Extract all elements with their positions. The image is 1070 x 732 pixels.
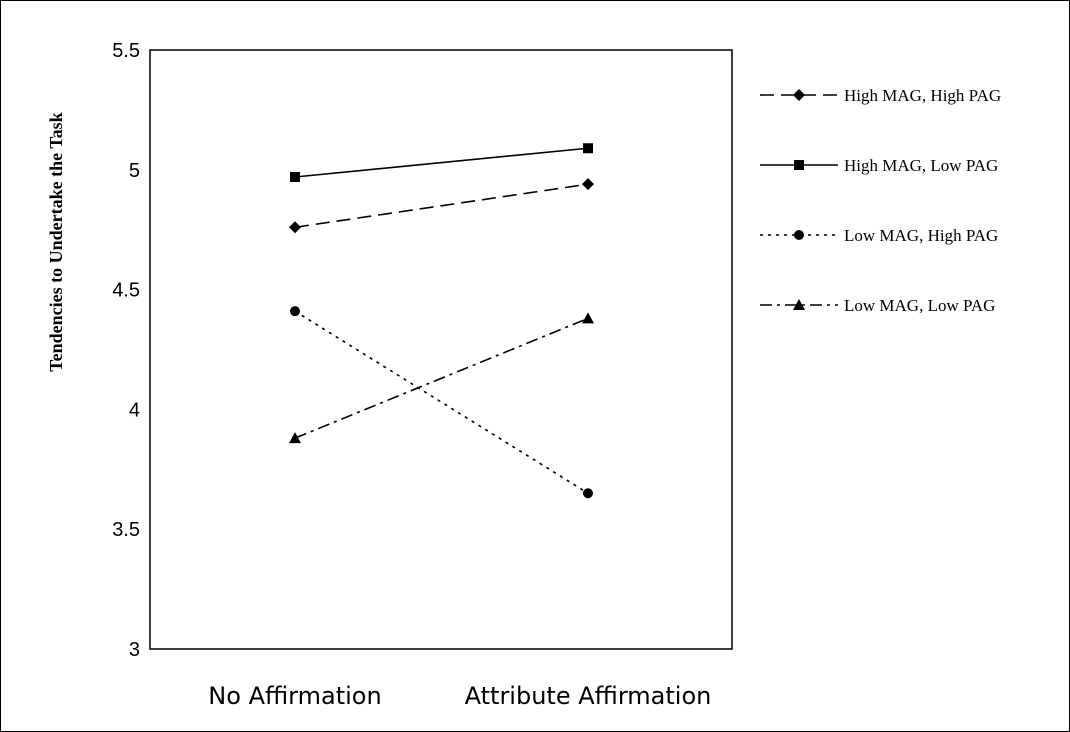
legend-marker-diamond <box>793 89 805 101</box>
data-point-square <box>290 171 300 182</box>
data-point-circle <box>290 306 300 317</box>
legend-item: Low MAG, Low PAG <box>760 296 995 315</box>
series-layer <box>289 143 594 499</box>
data-point-square <box>583 143 593 154</box>
data-point-circle <box>583 488 593 499</box>
data-point-diamond <box>582 178 594 191</box>
legend-marker-square <box>794 160 804 170</box>
data-point-triangle <box>582 312 594 324</box>
legend-label: High MAG, Low PAG <box>844 156 998 175</box>
series-2 <box>290 306 593 499</box>
series-line <box>294 310 589 494</box>
series-line <box>294 317 589 439</box>
x-axis-categories: No Affirmation Attribute Affirmation <box>208 682 711 710</box>
legend-label: Low MAG, High PAG <box>844 226 998 245</box>
y-tick-label: 5.5 <box>112 40 140 62</box>
series-0 <box>289 178 594 234</box>
legend-item: High MAG, Low PAG <box>760 156 998 175</box>
y-tick-label: 3.5 <box>112 519 140 541</box>
y-tick-label: 4.5 <box>112 280 140 302</box>
series-line <box>294 147 589 178</box>
legend: High MAG, High PAG High MAG, Low PAG Low M… <box>760 86 1001 315</box>
legend-label: Low MAG, Low PAG <box>844 296 995 315</box>
y-tick-label: 3 <box>129 639 140 661</box>
legend-item: High MAG, High PAG <box>760 86 1001 105</box>
y-tick-label: 5 <box>129 160 140 182</box>
legend-item: Low MAG, High PAG <box>760 226 998 245</box>
x-category-label: No Affirmation <box>208 682 381 710</box>
x-category-label: Attribute Affirmation <box>465 682 712 710</box>
y-axis-ticks: 3 3.5 4 4.5 5 5.5 <box>112 40 140 661</box>
series-1 <box>290 143 593 182</box>
series-line <box>294 183 589 229</box>
data-point-diamond <box>289 221 301 234</box>
plot-area <box>149 49 733 650</box>
y-axis-title: Tendencies to Undertake the Task <box>46 112 66 371</box>
data-point-triangle <box>289 432 301 444</box>
legend-marker-triangle <box>793 299 805 310</box>
y-tick-label: 4 <box>129 399 140 421</box>
series-3 <box>289 312 594 444</box>
legend-marker-circle <box>794 230 804 240</box>
legend-label: High MAG, High PAG <box>844 86 1001 105</box>
